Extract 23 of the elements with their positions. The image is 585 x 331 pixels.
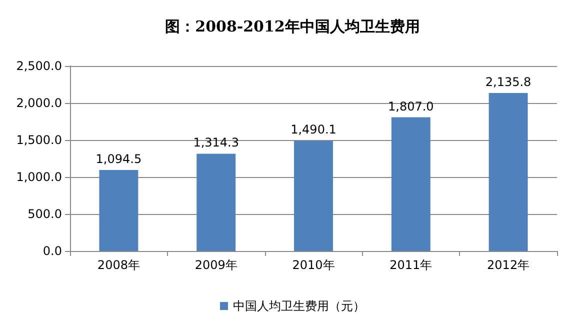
bar bbox=[99, 170, 138, 251]
x-tick-label: 2009年 bbox=[194, 258, 238, 272]
bar bbox=[488, 92, 528, 251]
chart-title: 图：2008-2012年中国人均卫生费用 bbox=[165, 18, 420, 36]
data-label: 1,490.1 bbox=[290, 122, 336, 137]
data-label: 2,135.8 bbox=[485, 74, 532, 89]
y-tick-label: 2,500.0 bbox=[16, 59, 62, 73]
x-tick-label: 2008年 bbox=[97, 258, 140, 272]
y-tick-label: 1,000.0 bbox=[16, 170, 62, 184]
y-tick-label: 0.0 bbox=[42, 244, 62, 258]
legend-label: 中国人均卫生费用（元） bbox=[233, 299, 365, 313]
y-tick-label: 500.0 bbox=[28, 207, 62, 221]
x-tick-label: 2010年 bbox=[292, 258, 335, 272]
data-label: 1,314.3 bbox=[193, 136, 240, 150]
y-tick-label: 1,500.0 bbox=[16, 133, 62, 147]
x-tick-label: 2011年 bbox=[390, 258, 432, 272]
bar bbox=[294, 140, 333, 251]
y-tick-label: 2,000.0 bbox=[16, 96, 62, 110]
x-tick-label: 2012年 bbox=[487, 258, 530, 272]
data-label: 1,807.0 bbox=[388, 99, 434, 114]
bar bbox=[391, 117, 430, 251]
bar bbox=[196, 154, 236, 251]
data-label: 1,094.5 bbox=[96, 152, 142, 166]
